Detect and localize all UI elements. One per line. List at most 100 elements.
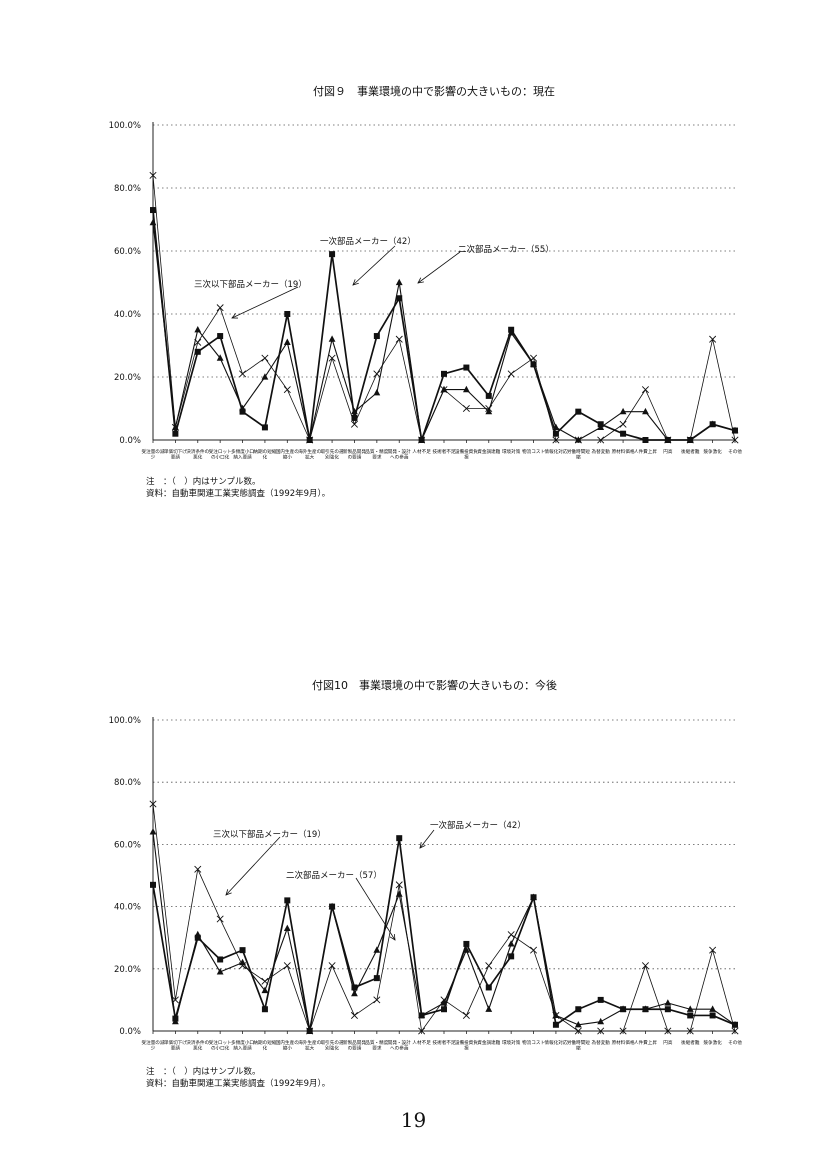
x-tick-label: 人件費上昇 xyxy=(634,1039,657,1046)
data-point-triangle xyxy=(216,968,224,975)
data-point-triangle xyxy=(709,1005,717,1012)
y-tick-label: 60.0% xyxy=(114,840,141,850)
x-tick-label: 多頻度小口納入要請 xyxy=(231,1039,254,1052)
x-tick-label: 決済条件の悪化 xyxy=(186,1039,209,1052)
leader-arrowhead xyxy=(231,313,239,319)
data-point-square xyxy=(373,975,380,982)
x-tick-label: 競争激化 xyxy=(703,448,722,455)
data-point-x xyxy=(239,370,247,378)
data-point-x xyxy=(619,1027,627,1035)
y-tick-label: 0.0% xyxy=(119,1027,141,1037)
data-point-x xyxy=(194,865,202,873)
data-point-x xyxy=(664,436,672,444)
data-point-square xyxy=(463,940,470,947)
data-point-x xyxy=(216,304,224,312)
data-point-x xyxy=(731,1027,739,1035)
x-tick-label: 労働時間短縮 xyxy=(567,1039,590,1052)
x-tick-label: 後継者難 xyxy=(681,1039,700,1046)
data-point-x xyxy=(462,1011,470,1019)
data-point-x xyxy=(261,977,269,985)
data-point-square xyxy=(284,311,291,317)
data-point-x xyxy=(306,1027,314,1035)
data-point-x xyxy=(552,436,560,444)
x-tick-label: 単価切下げ要請 xyxy=(164,448,187,461)
data-point-x xyxy=(485,962,493,970)
data-point-triangle xyxy=(709,420,717,427)
data-point-triangle xyxy=(485,1005,493,1012)
leader-line xyxy=(231,286,299,319)
data-point-triangle xyxy=(149,828,157,835)
series-label-2: 二次部品メーカー（57） xyxy=(286,870,382,881)
x-tick-label: 競争激化 xyxy=(703,1039,722,1046)
x-tick-label: 資金調達難 xyxy=(477,448,500,455)
data-point-triangle xyxy=(462,946,470,953)
data-point-square xyxy=(217,333,224,340)
x-tick-label: 円高 xyxy=(663,448,673,455)
data-point-triangle xyxy=(373,946,381,953)
data-point-x xyxy=(686,436,694,444)
data-point-triangle xyxy=(171,1017,179,1025)
y-tick-label: 100.0% xyxy=(109,716,141,726)
leader-line xyxy=(225,836,281,896)
x-tick-label: 開発・設計への参画 xyxy=(388,1039,411,1052)
data-point-x xyxy=(597,1027,605,1035)
y-tick-label: 40.0% xyxy=(114,310,141,320)
data-point-square xyxy=(575,1006,582,1013)
data-point-square xyxy=(485,392,492,399)
leader-line xyxy=(419,829,435,849)
data-point-triangle xyxy=(395,278,403,286)
data-point-x xyxy=(709,946,717,954)
data-point-square xyxy=(552,1021,559,1028)
chart-title-2: 付図10 事業環境の中で影響の大きいもの：今後 xyxy=(312,679,557,692)
data-point-x xyxy=(171,996,179,1004)
x-tick-label: 物流コスト xyxy=(522,448,545,455)
x-tick-label: 品質・精度要求 xyxy=(365,1039,388,1052)
data-point-x xyxy=(552,1011,560,1019)
leader-line xyxy=(355,877,396,941)
x-tick-label: 受注ロットの小口化 xyxy=(209,448,232,461)
x-tick-label: 技術者不足 xyxy=(433,448,456,455)
y-tick-label: 0.0% xyxy=(119,436,141,446)
y-tick-label: 20.0% xyxy=(114,373,141,383)
data-point-x xyxy=(373,370,381,378)
data-point-square xyxy=(373,333,380,340)
chart-2-source: 資料：自動車関連工業実態調査（1992年9月）。 xyxy=(146,1079,331,1089)
x-tick-label: 資金調達難 xyxy=(477,1039,500,1046)
data-point-x xyxy=(149,800,157,808)
data-point-x xyxy=(507,931,515,939)
data-point-x xyxy=(171,423,179,431)
x-tick-label: 取引先の選別強化 xyxy=(321,1039,344,1052)
data-point-triangle xyxy=(507,940,515,947)
data-point-triangle xyxy=(351,989,358,997)
y-tick-label: 60.0% xyxy=(114,247,141,257)
data-point-x xyxy=(283,386,291,394)
data-point-x xyxy=(418,436,426,444)
data-point-x xyxy=(350,1011,358,1019)
x-tick-label: 物流コスト xyxy=(522,1039,545,1046)
y-tick-label: 100.0% xyxy=(109,121,141,131)
data-point-x xyxy=(731,436,739,444)
data-point-square xyxy=(664,1006,671,1013)
data-point-square xyxy=(261,424,268,431)
data-point-triangle xyxy=(440,999,448,1006)
x-tick-label: 新製品開発の要請 xyxy=(343,1039,366,1052)
x-tick-label: 開発・設計への参画 xyxy=(388,448,411,461)
x-tick-label: 納期の短縮化 xyxy=(253,448,276,461)
data-point-triangle xyxy=(283,924,291,931)
leader-line xyxy=(352,245,396,286)
data-point-triangle xyxy=(328,902,336,910)
data-point-x xyxy=(261,354,269,362)
data-point-square xyxy=(485,984,492,991)
data-point-x xyxy=(440,996,448,1004)
x-tick-label: 単価切下げ要請 xyxy=(164,1039,187,1052)
data-point-square xyxy=(463,364,470,371)
data-point-square xyxy=(150,207,156,214)
data-point-square xyxy=(239,408,246,415)
series-label-2: 二次部品メーカー（55） xyxy=(458,244,554,255)
x-tick-label: 多頻度小口納入要請 xyxy=(231,448,254,461)
x-tick-label: 為替変動 xyxy=(591,448,610,455)
data-point-x xyxy=(373,996,381,1004)
data-point-square xyxy=(284,897,291,904)
series-label-3: 三次以下部品メーカー（19） xyxy=(194,279,307,290)
data-point-triangle xyxy=(462,385,470,393)
